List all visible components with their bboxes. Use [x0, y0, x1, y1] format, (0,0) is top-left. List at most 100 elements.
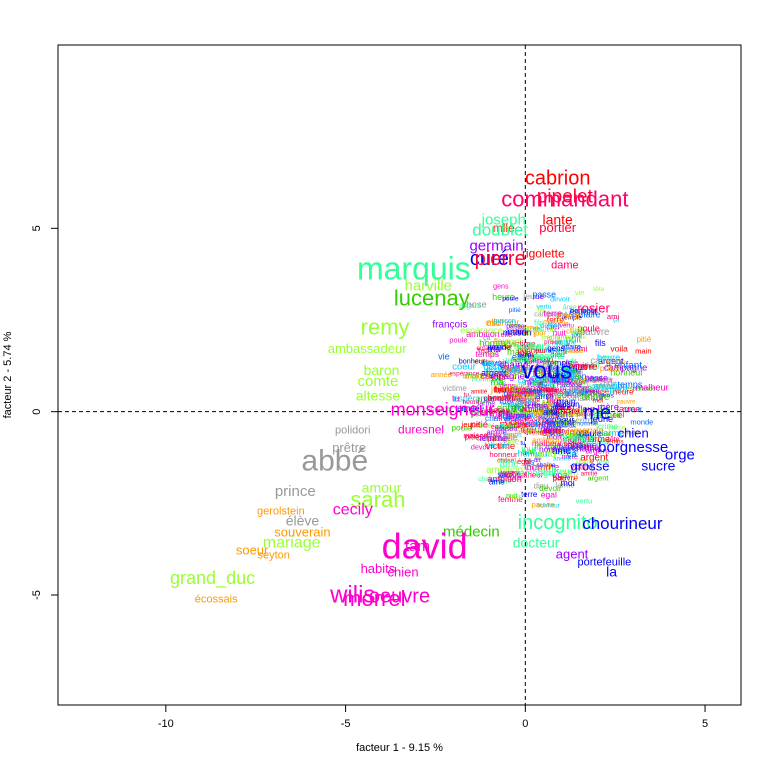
- noise-word: pitié: [558, 366, 571, 373]
- noise-word: tu: [464, 392, 470, 399]
- noise-word: enfant: [507, 367, 529, 376]
- noise-word: ça: [575, 376, 586, 387]
- noise-word: passe: [564, 346, 584, 355]
- noise-word: mort: [506, 491, 524, 501]
- noise-word: amitié: [539, 402, 565, 413]
- noise-word: père: [543, 357, 558, 366]
- point-label: rigolette: [522, 247, 565, 261]
- noise-word: mort: [543, 377, 556, 384]
- noise-word: gens: [547, 344, 564, 353]
- noise-word: vertu: [490, 396, 505, 403]
- noise-word: vertu: [520, 407, 541, 418]
- noise-word: ma: [490, 377, 504, 388]
- noise-word: enfant: [497, 458, 517, 465]
- noise-word: dit: [528, 341, 535, 348]
- noise-word: passe: [495, 381, 519, 391]
- noise-word: campagne: [534, 310, 568, 319]
- noise-word: amitié: [499, 469, 522, 479]
- noise-word: prison: [518, 420, 539, 429]
- point-label: oeuvre: [369, 585, 430, 607]
- noise-word: mort: [556, 402, 575, 413]
- noise-word: passe: [585, 373, 608, 383]
- noise-word: voila: [537, 364, 558, 375]
- point-label: gerolstein: [257, 505, 305, 517]
- noise-word: espérance: [501, 362, 540, 372]
- noise-word: tête: [525, 425, 540, 435]
- noise-word: elle: [564, 368, 576, 377]
- noise-word: fils: [493, 346, 502, 353]
- noise-word: tu: [522, 428, 528, 435]
- noise-word: âme: [509, 322, 522, 329]
- y-tick-label: 0: [31, 409, 43, 415]
- noise-word: ami: [574, 343, 588, 353]
- noise-word: chaîne: [537, 462, 556, 469]
- noise-word: sac: [522, 447, 537, 457]
- noise-word: ma: [552, 409, 561, 416]
- noise-word: campagne: [483, 393, 523, 403]
- noise-word: argent: [565, 389, 588, 398]
- noise-word: fils: [538, 308, 547, 315]
- noise-word: poule: [520, 410, 540, 419]
- noise-word: femme: [485, 369, 510, 378]
- noise-word: temps: [617, 380, 642, 390]
- noise-word: espérance: [506, 389, 542, 398]
- noise-word: larme: [513, 393, 534, 403]
- noise-word: fleur: [528, 407, 545, 417]
- noise-word: elle: [496, 422, 509, 431]
- noise-word: heure: [613, 387, 634, 396]
- noise-word: devoir: [515, 398, 538, 408]
- noise-word: maison: [553, 400, 580, 409]
- point-label: françois: [432, 319, 467, 330]
- noise-word: temps: [503, 431, 522, 438]
- point-label: ambassadeur: [328, 341, 407, 356]
- noise-word: rue: [499, 396, 511, 406]
- noise-word: pauvre: [557, 377, 583, 387]
- noise-word: jour: [533, 329, 547, 338]
- noise-word: mère: [597, 402, 619, 413]
- noise-word: tête: [608, 436, 620, 444]
- noise-word: jeune: [558, 444, 579, 453]
- noise-word: ma: [553, 377, 563, 385]
- noise-word: jour: [571, 333, 582, 339]
- noise-word: moi: [563, 371, 575, 380]
- noise-word: pitié: [513, 383, 530, 393]
- noise-word: main: [507, 346, 527, 357]
- noise-word: ma: [565, 434, 579, 445]
- noise-word: tu: [535, 442, 541, 451]
- noise-word: enfant: [569, 307, 597, 318]
- noise-word: tête: [507, 402, 524, 413]
- noise-word: ça: [597, 392, 604, 399]
- noise-word: pauvre: [487, 434, 510, 443]
- noise-word: dieu: [530, 342, 544, 351]
- noise-word: victime: [555, 339, 577, 346]
- point-label: joseph: [481, 212, 526, 229]
- noise-word: mère: [561, 452, 578, 461]
- noise-word: vie: [438, 352, 450, 362]
- noise-word: pitié: [542, 409, 554, 416]
- noise-word: crime: [563, 359, 579, 366]
- noise-word: mère: [551, 362, 572, 372]
- point-label: prince: [275, 483, 316, 500]
- noise-word: moi: [506, 337, 522, 348]
- noise-word: ciel: [589, 410, 600, 419]
- noise-word: larme: [534, 392, 554, 401]
- noise-word: mort: [561, 410, 577, 419]
- noise-word: main: [567, 432, 584, 441]
- noise-word: vie: [551, 410, 560, 417]
- noise-word: temps: [501, 470, 519, 477]
- noise-word: tête: [597, 457, 610, 466]
- noise-word: tu: [452, 393, 460, 403]
- noise-word: victime: [509, 339, 536, 349]
- noise-word: égal: [545, 425, 562, 435]
- noise-word: campagne: [581, 384, 622, 394]
- noise-word: vie: [515, 406, 527, 417]
- noise-word: crime: [520, 387, 542, 397]
- noise-word: main: [504, 409, 518, 416]
- noise-word: nuit: [538, 420, 553, 430]
- noise-word: bonheur: [488, 393, 519, 403]
- point-label: sarah: [350, 487, 405, 512]
- noise-word: ma: [548, 443, 557, 450]
- noise-word: terre: [513, 328, 528, 336]
- noise-word: vertu: [560, 323, 575, 330]
- noise-word: nuit: [534, 400, 549, 410]
